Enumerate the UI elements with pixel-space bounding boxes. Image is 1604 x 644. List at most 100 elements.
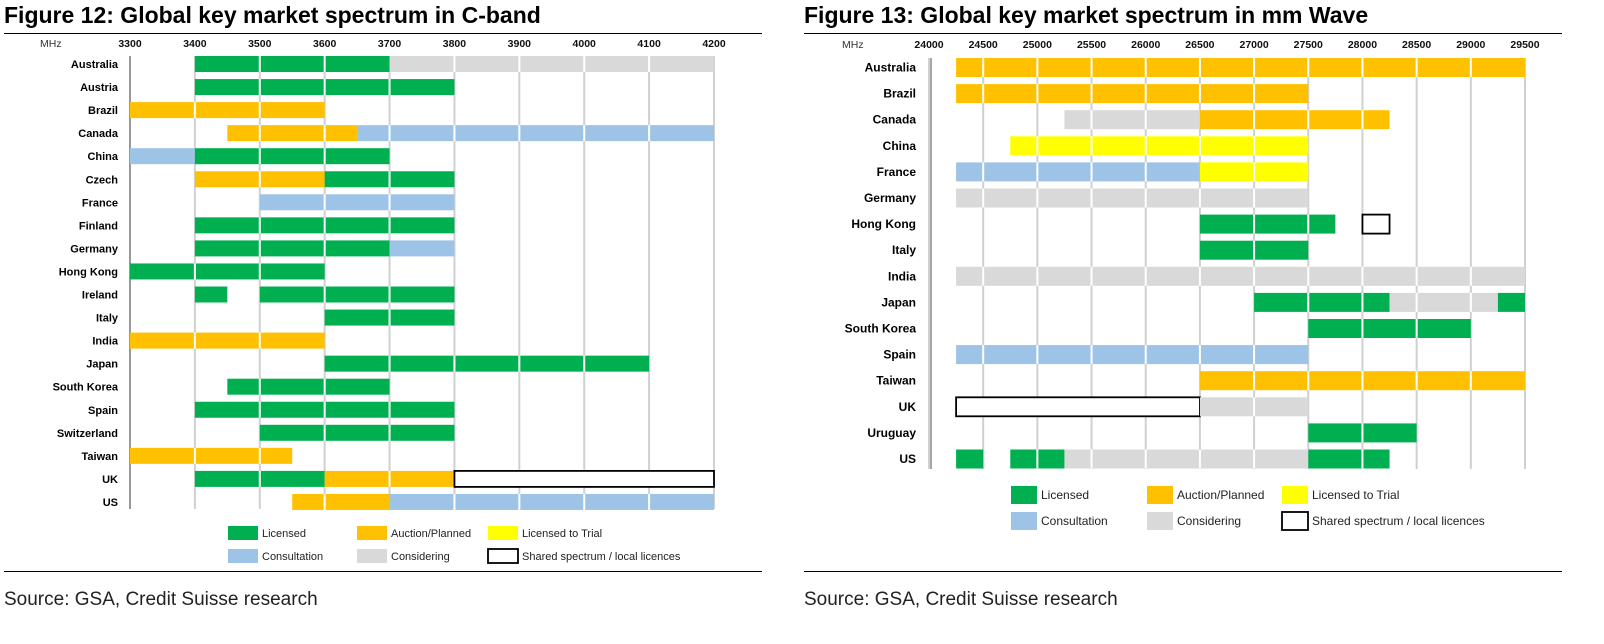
- row-label-japan: Japan: [881, 295, 916, 309]
- legend-label-consultation: Consultation: [262, 551, 323, 563]
- bar-australia-considering-3700-4200: [389, 56, 714, 72]
- bar-germany-licensed-3400-3700: [194, 240, 390, 257]
- bar-india-auction-planned-3300-3600: [130, 332, 325, 349]
- tick-label-27500: 27500: [1294, 39, 1323, 51]
- bar-south-korea-licensed-27500-29000: [1308, 319, 1471, 338]
- tick-label-27000: 27000: [1239, 39, 1268, 51]
- legend-swatch-licensed: [1011, 486, 1037, 504]
- row-label-japan: Japan: [86, 359, 118, 371]
- bar-ireland-licensed-3400-3450: [194, 286, 228, 303]
- tick-label-4200: 4200: [702, 38, 726, 50]
- bar-brazil-auction-planned-3300-3600: [130, 102, 325, 119]
- legend-label-licensed-to-trial: Licensed to Trial: [1312, 488, 1399, 502]
- legend-label-licensed: Licensed: [262, 528, 306, 540]
- figure-13-bottom-rule: [804, 571, 1562, 572]
- tick-label-4000: 4000: [573, 38, 597, 50]
- legend-label-considering: Considering: [391, 551, 450, 563]
- row-label-czech: Czech: [86, 174, 119, 186]
- tick-label-24000: 24000: [914, 39, 943, 51]
- row-label-brazil: Brazil: [88, 105, 118, 117]
- figure-12-title: Figure 12: Global key market spectrum in…: [4, 2, 541, 28]
- bar-china-licensed-to-trial-24750-27500: [1010, 136, 1309, 156]
- row-label-germany: Germany: [864, 191, 916, 205]
- legend-swatch-consultation: [1011, 512, 1037, 530]
- row-label-switzerland: Switzerland: [57, 428, 118, 440]
- legend-swatch-considering: [357, 549, 387, 563]
- row-label-italy: Italy: [96, 313, 119, 325]
- legend-swatch-consultation: [228, 549, 258, 563]
- legend-label-auction-planned: Auction/Planned: [1177, 488, 1264, 502]
- row-label-south-korea: South Korea: [845, 322, 917, 336]
- tick-label-3400: 3400: [183, 38, 207, 50]
- figure-13-source: Source: GSA, Credit Suisse research: [804, 589, 1118, 610]
- row-label-germany: Germany: [70, 243, 119, 255]
- bar-uk-shared-spectrum-local-licences-3800-4200: [453, 469, 715, 488]
- row-label-taiwan: Taiwan: [876, 374, 916, 388]
- bar-ireland-licensed-3500-3800: [259, 286, 455, 303]
- legend-label-shared-spectrum-local-licences: Shared spectrum / local licences: [1312, 514, 1485, 528]
- bar-germany-considering-24250-27500: [956, 188, 1309, 208]
- row-label-south-korea: South Korea: [53, 382, 119, 394]
- bar-us-auction-planned-3550-3700: [292, 493, 390, 510]
- row-label-china: China: [87, 151, 118, 163]
- tick-label-25500: 25500: [1077, 39, 1106, 51]
- bar-us-consultation-3700-4200: [389, 493, 714, 510]
- legend-label-shared-spectrum-local-licences: Shared spectrum / local licences: [522, 551, 681, 563]
- figure-13-title-rule: [804, 33, 1562, 34]
- tick-label-3800: 3800: [443, 38, 467, 50]
- row-label-finland: Finland: [79, 220, 118, 232]
- row-label-brazil: Brazil: [883, 87, 916, 101]
- row-label-spain: Spain: [883, 348, 916, 362]
- tick-label-28500: 28500: [1402, 39, 1431, 51]
- legend-swatch-shared-spectrum-local-licences: [487, 548, 519, 564]
- row-label-italy: Italy: [892, 243, 916, 257]
- row-label-canada: Canada: [78, 128, 119, 140]
- bar-canada-considering-25250-26500: [1064, 110, 1200, 130]
- bar-india-considering-24250-29500: [956, 266, 1525, 286]
- bar-hong-kong-licensed-26500-27750: [1199, 214, 1336, 234]
- legend-swatch-considering: [1147, 512, 1173, 530]
- tick-label-4100: 4100: [637, 38, 661, 50]
- tick-label-29500: 29500: [1510, 39, 1539, 51]
- row-label-china: China: [883, 139, 917, 153]
- row-label-ireland: Ireland: [82, 290, 118, 302]
- legend-label-auction-planned: Auction/Planned: [391, 528, 471, 540]
- legend-swatch-auction-planned: [357, 526, 387, 540]
- tick-label-26500: 26500: [1185, 39, 1214, 51]
- legend-label-consultation: Consultation: [1041, 514, 1108, 528]
- bar-australia-auction-planned-24250-29500: [956, 58, 1525, 77]
- row-label-taiwan: Taiwan: [82, 451, 119, 463]
- bar-japan-licensed-3600-4100: [324, 355, 650, 372]
- bar-uk-shared-spectrum-local-licences-24250-26500: [955, 396, 1201, 418]
- legend-swatch-auction-planned: [1147, 486, 1173, 504]
- tick-label-3500: 3500: [248, 38, 272, 50]
- row-label-us: US: [899, 452, 916, 466]
- bar-spain-consultation-24250-27500: [956, 345, 1309, 365]
- row-label-uk: UK: [899, 400, 917, 414]
- bar-hong-kong-shared-spectrum-local-licences-28000-28250: [1361, 213, 1391, 235]
- bar-canada-auction-planned-26500-28250: [1199, 110, 1390, 130]
- bar-china-licensed-3400-3700: [194, 148, 390, 165]
- bar-switzerland-licensed-3500-3800: [259, 424, 455, 441]
- row-label-india: India: [92, 336, 119, 348]
- bar-germany-consultation-3700-3800: [389, 240, 455, 257]
- bar-japan-licensed-27000-28250: [1254, 292, 1390, 312]
- row-label-hong-kong: Hong Kong: [851, 217, 916, 231]
- row-label-spain: Spain: [88, 405, 118, 417]
- row-label-austria: Austria: [80, 82, 119, 94]
- row-label-australia: Australia: [865, 61, 917, 75]
- row-label-france: France: [877, 165, 917, 179]
- row-label-australia: Australia: [71, 59, 119, 71]
- bar-taiwan-auction-planned-3300-3550: [130, 447, 293, 464]
- bar-canada-consultation-3650-4200: [357, 125, 714, 142]
- bar-brazil-auction-planned-24250-27500: [956, 84, 1309, 104]
- legend-swatch-licensed-to-trial: [1282, 486, 1308, 504]
- legend-swatch-licensed-to-trial: [488, 526, 518, 540]
- bar-france-consultation-24250-26500: [956, 162, 1200, 182]
- bar-france-consultation-3500-3800: [259, 194, 455, 211]
- bar-china-consultation-3300-3400: [130, 148, 195, 165]
- row-label-france: France: [82, 197, 118, 209]
- row-label-uk: UK: [102, 474, 118, 486]
- legend-label-licensed: Licensed: [1041, 488, 1089, 502]
